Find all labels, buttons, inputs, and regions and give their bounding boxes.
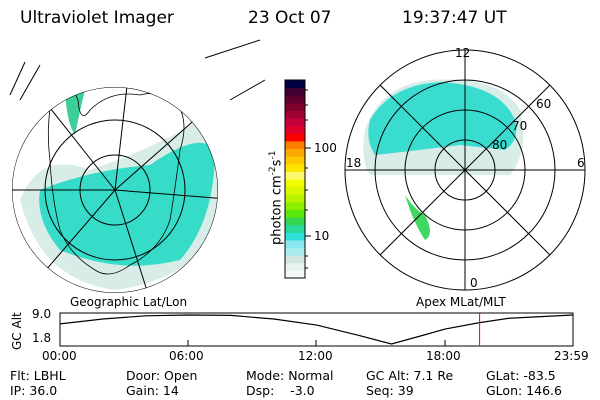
emission-region — [65, 87, 85, 135]
lat-label-70: 70 — [512, 119, 528, 133]
lat-label-60: 60 — [536, 97, 552, 111]
colorbar-swatch — [285, 186, 305, 195]
filter-status: Flt: LBHL — [10, 368, 66, 383]
colorbar-swatch — [285, 110, 305, 119]
alt-series-line — [59, 314, 574, 345]
alt-xtick: 06:00 — [169, 349, 204, 363]
door-status: Door: Open — [126, 368, 198, 383]
mode-status: Mode: Normal — [246, 368, 334, 383]
colorbar-swatch — [285, 140, 305, 150]
colorbar-swatch — [285, 179, 305, 188]
colorbar-swatch — [285, 125, 305, 134]
colorbar-swatch — [285, 224, 305, 233]
colorbar-swatch — [285, 102, 305, 111]
mlt-label-18: 18 — [346, 156, 362, 170]
geographic-image — [12, 87, 218, 293]
colorbar-swatch — [285, 80, 305, 89]
alt-xtick: 12:00 — [298, 349, 333, 363]
glat-status: GLat: -83.5 — [486, 368, 556, 383]
mlt-label-6: 6 — [577, 156, 585, 170]
colorbar-swatch — [285, 171, 305, 180]
colorbar-swatch — [285, 95, 305, 104]
alt-ytick: 1.8 — [32, 331, 52, 345]
colorbar-swatch — [285, 247, 305, 256]
colorbar-swatch — [285, 194, 305, 203]
alt-xtick: 00:00 — [42, 349, 77, 363]
colorbar-label: photon cm-2s-1 — [268, 150, 285, 245]
dsp-status: Dsp: -3.0 — [246, 383, 315, 398]
date-label: 23 Oct 07 — [248, 8, 332, 28]
colorbar-tick-100: 100 — [314, 141, 337, 155]
seq-status: Seq: 39 — [366, 383, 414, 398]
alt-xtick: 18:00 — [426, 349, 461, 363]
colorbar-swatch — [285, 87, 305, 96]
colorbar-swatch — [285, 239, 305, 249]
colorbar-swatch — [285, 163, 305, 172]
right-map-label: Apex MLat/MLT — [416, 295, 506, 309]
colorbar-swatch — [285, 156, 305, 165]
emission-region — [39, 142, 215, 266]
lat-label-80: 80 — [492, 138, 508, 152]
gain-status: Gain: 14 — [126, 383, 179, 398]
ip-status: IP: 36.0 — [10, 383, 58, 398]
alt-xtick: 23:59 — [554, 349, 589, 363]
colorbar — [285, 80, 305, 279]
time-label: 19:37:47 UT — [402, 8, 507, 28]
colorbar-swatch — [285, 232, 305, 241]
coastline — [47, 87, 185, 275]
colorbar-swatch — [285, 270, 305, 279]
alt-ylabel: GC Alt — [10, 312, 24, 350]
emission-region — [368, 82, 517, 155]
colorbar-swatch — [285, 262, 305, 271]
glon-status: GLon: 146.6 — [486, 383, 562, 398]
gc-alt-status: GC Alt: 7.1 Re — [366, 368, 454, 383]
apex-grid — [344, 49, 586, 291]
left-map-label: Geographic Lat/Lon — [70, 295, 188, 309]
instrument-title: Ultraviolet Imager — [20, 8, 174, 28]
colorbar-swatch — [285, 118, 305, 127]
colorbar-swatch — [285, 148, 305, 157]
colorbar-swatch — [285, 209, 305, 218]
colorbar-tick-10: 10 — [314, 229, 330, 243]
alt-ytick: 9.0 — [32, 307, 52, 321]
colorbar-swatch — [285, 133, 305, 142]
mlt-label-0: 0 — [470, 276, 478, 290]
colorbar-swatch — [285, 217, 305, 226]
mlt-label-12: 12 — [455, 46, 471, 60]
colorbar-frame — [284, 79, 306, 279]
alt-plot-ticks — [187, 340, 446, 346]
colorbar-swatch — [285, 255, 305, 264]
colorbar-swatch — [285, 201, 305, 210]
